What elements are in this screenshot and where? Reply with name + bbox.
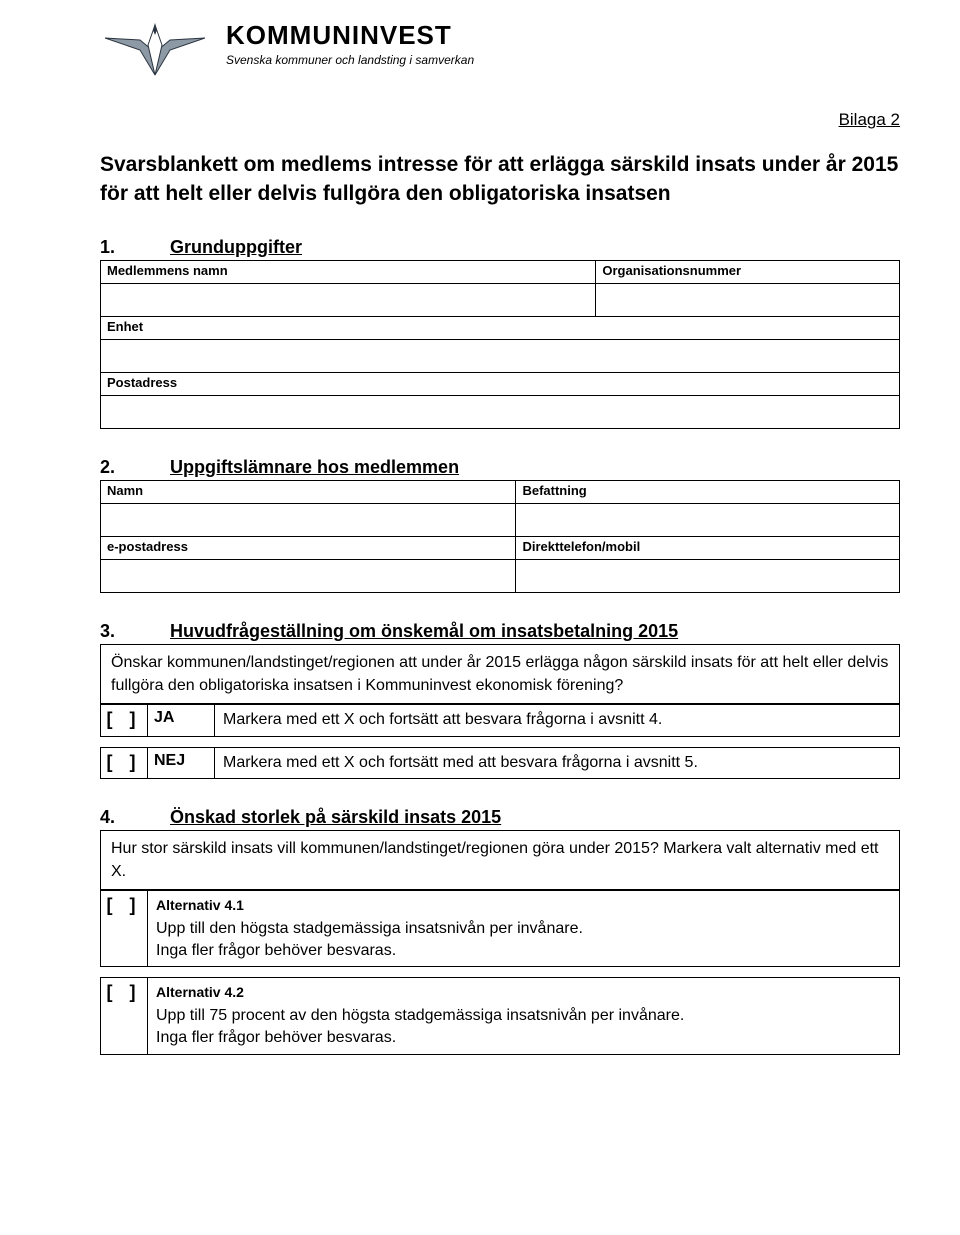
- section1-heading: 1.Grunduppgifter: [100, 237, 900, 258]
- field-telefon-label: Direkttelefon/mobil: [516, 536, 900, 559]
- section2-num: 2.: [100, 457, 170, 478]
- checkbox-ja[interactable]: [ ]: [101, 705, 148, 735]
- section2-heading: 2.Uppgiftslämnare hos medlemmen: [100, 457, 900, 478]
- field-namn-input[interactable]: [101, 503, 516, 536]
- section4-label: Önskad storlek på särskild insats 2015: [170, 807, 501, 827]
- checkbox-nej[interactable]: [ ]: [101, 748, 148, 778]
- header-logo-row: KOMMUNINVEST Svenska kommuner och landst…: [100, 20, 900, 80]
- field-medlemmens-namn-input[interactable]: [101, 283, 596, 316]
- section1-label: Grunduppgifter: [170, 237, 302, 257]
- answer-ja-text: Markera med ett X och fortsätt att besva…: [215, 705, 899, 735]
- section2-table: Namn Befattning e-postadress Direkttelef…: [100, 480, 900, 593]
- alt-4-2-line2: Inga fler frågor behöver besvaras.: [156, 1029, 396, 1046]
- section2-label: Uppgiftslämnare hos medlemmen: [170, 457, 459, 477]
- section3-label: Huvudfrågeställning om önskemål om insat…: [170, 621, 678, 641]
- org-tagline: Svenska kommuner och landsting i samverk…: [226, 53, 474, 67]
- answer-nej-row: [ ] NEJ Markera med ett X och fortsätt m…: [100, 747, 900, 779]
- section4-heading: 4.Önskad storlek på särskild insats 2015: [100, 807, 900, 828]
- answer-nej-label: NEJ: [148, 748, 215, 778]
- field-medlemmens-namn-label: Medlemmens namn: [101, 260, 596, 283]
- alt-4-2-title: Alternativ 4.2: [156, 984, 244, 1000]
- alt-4-2-row: [ ] Alternativ 4.2 Upp till 75 procent a…: [100, 977, 900, 1054]
- section1-num: 1.: [100, 237, 170, 258]
- attachment-label: Bilaga 2: [100, 110, 900, 130]
- checkbox-alt-4-2[interactable]: [ ]: [101, 978, 148, 1053]
- answer-ja-row: [ ] JA Markera med ett X och fortsätt at…: [100, 704, 900, 736]
- section3-body: Önskar kommunen/landstinget/regionen att…: [100, 644, 900, 704]
- field-telefon-input[interactable]: [516, 559, 900, 592]
- field-epost-label: e-postadress: [101, 536, 516, 559]
- field-orgnr-label: Organisationsnummer: [596, 260, 900, 283]
- section4-intro: Hur stor särskild insats vill kommunen/l…: [100, 830, 900, 890]
- alt-4-1-line1: Upp till den högsta stadgemässiga insats…: [156, 920, 583, 937]
- field-befattning-input[interactable]: [516, 503, 900, 536]
- alt-4-1-line2: Inga fler frågor behöver besvaras.: [156, 942, 396, 959]
- section4-num: 4.: [100, 807, 170, 828]
- checkbox-alt-4-1[interactable]: [ ]: [101, 891, 148, 966]
- org-name: KOMMUNINVEST: [226, 20, 474, 51]
- alt-4-1-title: Alternativ 4.1: [156, 897, 244, 913]
- section3-heading: 3.Huvudfrågeställning om önskemål om ins…: [100, 621, 900, 642]
- alt-4-1-row: [ ] Alternativ 4.1 Upp till den högsta s…: [100, 890, 900, 967]
- document-title: Svarsblankett om medlems intresse för at…: [100, 150, 900, 209]
- alt-4-2-line1: Upp till 75 procent av den högsta stadge…: [156, 1007, 684, 1024]
- answer-nej-text: Markera med ett X och fortsätt med att b…: [215, 748, 899, 778]
- field-orgnr-input[interactable]: [596, 283, 900, 316]
- field-postadress-label: Postadress: [101, 372, 900, 395]
- answer-ja-label: JA: [148, 705, 215, 735]
- field-befattning-label: Befattning: [516, 480, 900, 503]
- field-enhet-input[interactable]: [101, 339, 900, 372]
- section3-num: 3.: [100, 621, 170, 642]
- field-postadress-input[interactable]: [101, 395, 900, 428]
- field-enhet-label: Enhet: [101, 316, 900, 339]
- field-epost-input[interactable]: [101, 559, 516, 592]
- section1-table: Medlemmens namn Organisationsnummer Enhe…: [100, 260, 900, 429]
- kommuninvest-logo-icon: [100, 20, 210, 80]
- field-namn-label: Namn: [101, 480, 516, 503]
